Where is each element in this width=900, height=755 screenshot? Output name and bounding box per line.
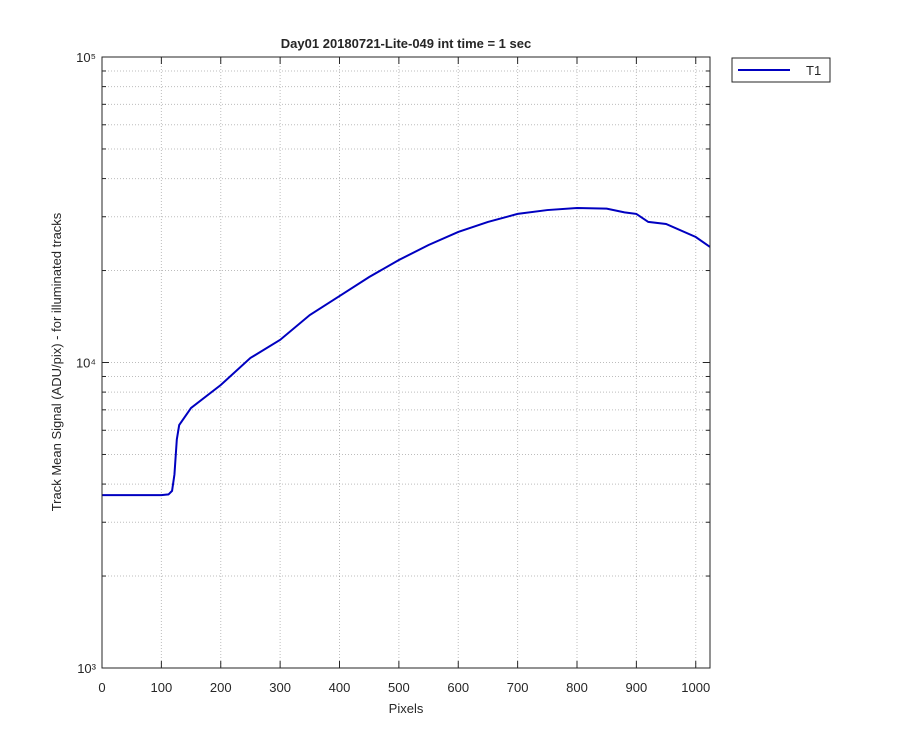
x-tick-label: 900: [626, 680, 648, 695]
x-tick-label: 600: [447, 680, 469, 695]
y-tick-label: 10⁴: [76, 356, 96, 371]
x-tick-label: 0: [98, 680, 105, 695]
y-axis-label: Track Mean Signal (ADU/pix) - for illumi…: [49, 212, 64, 511]
x-axis-label: Pixels: [389, 701, 424, 716]
x-tick-label: 700: [507, 680, 529, 695]
x-tick-label: 800: [566, 680, 588, 695]
x-tick-label: 200: [210, 680, 232, 695]
y-tick-label: 10⁵: [76, 50, 96, 65]
legend-box: [731, 57, 831, 83]
legend-label: T1: [806, 63, 821, 78]
x-tick-label: 300: [269, 680, 291, 695]
y-tick-label: 10³: [77, 661, 96, 676]
series-line: [102, 206, 711, 497]
x-tick-label: 100: [151, 680, 173, 695]
x-tick-label: 400: [329, 680, 351, 695]
chart-title: Day01 20180721-Lite-049 int time = 1 sec: [281, 36, 531, 51]
x-tick-label: 1000: [681, 680, 710, 695]
x-tick-label: 500: [388, 680, 410, 695]
plot-frame: [101, 56, 711, 669]
